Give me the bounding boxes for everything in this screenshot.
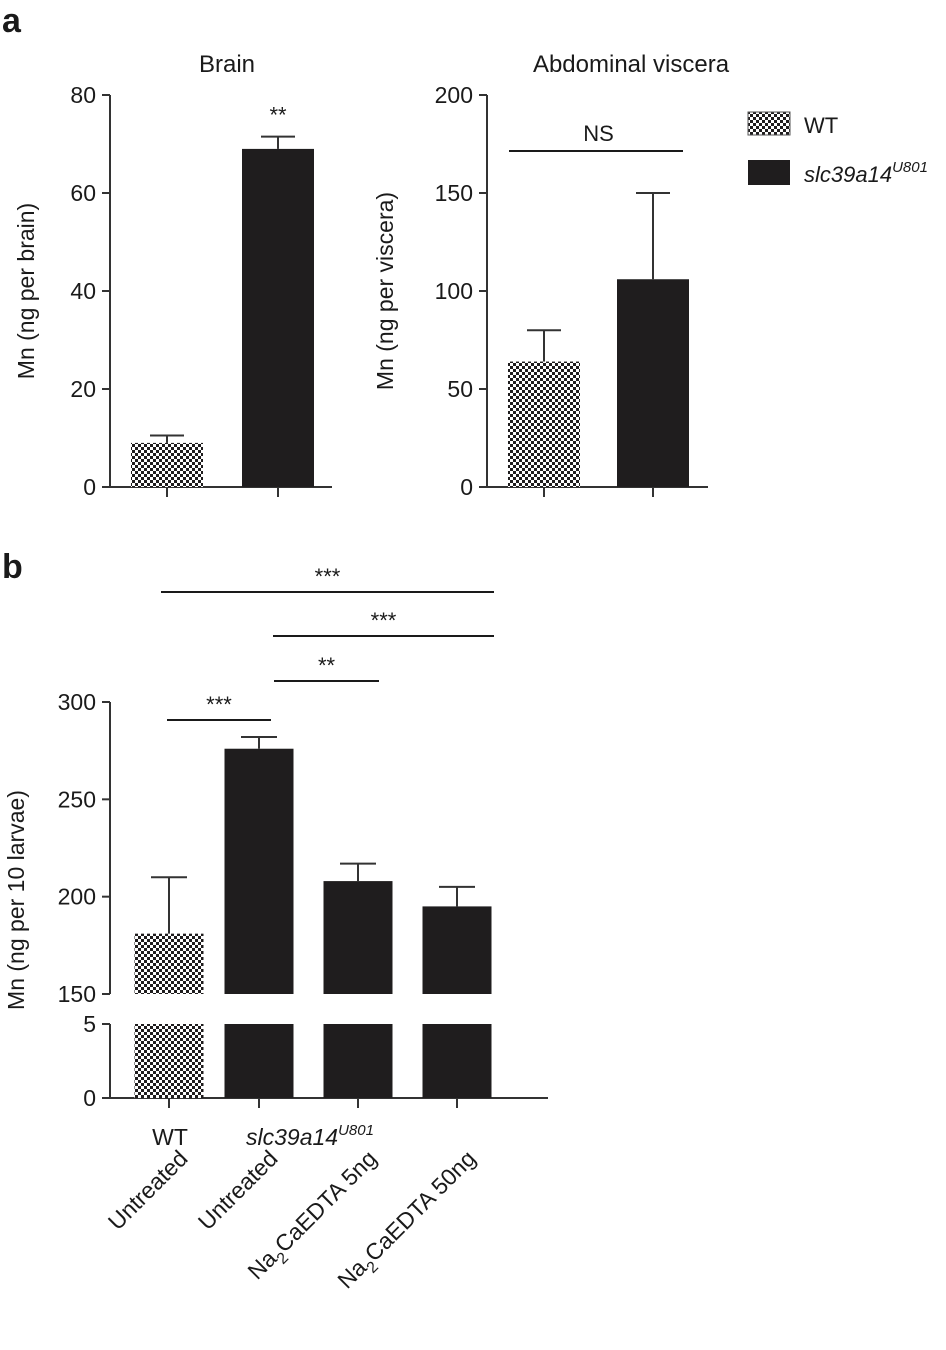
significance-label: *** <box>315 564 341 589</box>
group-label-mutant: slc39a14U801 <box>246 1122 374 1150</box>
category-label-main: Untreated <box>193 1145 283 1235</box>
legend-label-wt: WT <box>804 113 838 138</box>
y-tick-label: 200 <box>435 82 473 108</box>
viscera-y-axis-label: Mn (ng per viscera) <box>372 192 398 390</box>
bar-mutant <box>242 148 314 487</box>
category-label-main: CaEDTA 5ng <box>269 1145 381 1257</box>
y-tick-label: 50 <box>447 376 473 402</box>
legend: WT slc39a14U801 <box>747 111 928 187</box>
y-tick-label: 0 <box>83 1085 96 1111</box>
category-label-prefix: Na <box>332 1254 371 1293</box>
legend-swatch-wt <box>747 111 791 136</box>
viscera-title: Abdominal viscera <box>533 51 730 78</box>
bar-upper-segment <box>422 906 492 994</box>
group-label-mutant-sup: U801 <box>338 1122 374 1139</box>
significance-label: ** <box>318 653 336 678</box>
y-tick-label: 5 <box>83 1011 96 1037</box>
viscera-chart: Abdominal viscera Mn (ng per viscera) 0 5… <box>372 51 730 500</box>
significance-label: *** <box>371 608 397 633</box>
bar-lower-segment <box>134 1024 204 1098</box>
bar-upper-segment <box>134 933 204 994</box>
y-tick-label: 0 <box>460 474 473 500</box>
category-label-main: Untreated <box>103 1145 193 1235</box>
bar-upper-segment <box>323 881 393 994</box>
y-tick-label: 20 <box>70 376 96 402</box>
panel-label-a: a <box>2 2 22 40</box>
significance-label: ** <box>269 103 287 128</box>
category-label: Untreated <box>193 1145 283 1235</box>
bar-upper-segment <box>224 748 294 994</box>
legend-label-mutant: slc39a14U801 <box>804 159 928 187</box>
y-tick-label: 150 <box>435 180 473 206</box>
y-tick-label: 100 <box>435 278 473 304</box>
y-tick-label: 0 <box>83 474 96 500</box>
bar-wt <box>131 442 203 487</box>
brain-y-axis-label: Mn (ng per brain) <box>13 203 39 379</box>
bar-lower-segment <box>323 1024 393 1098</box>
y-tick-label: 80 <box>70 82 96 108</box>
bar-lower-segment <box>224 1024 294 1098</box>
category-label-prefix: Na <box>242 1245 281 1284</box>
brain-chart: Brain Mn (ng per brain) 0 20 40 60 80 ** <box>13 51 332 500</box>
group-label-mutant-main: slc39a14 <box>246 1124 338 1150</box>
y-tick-label: 40 <box>70 278 96 304</box>
panel-label-b: b <box>2 548 23 586</box>
bar-wt <box>508 361 580 487</box>
y-tick-label: 250 <box>58 786 96 812</box>
larvae-chart: Mn (ng per 10 larvae) WT slc39a14U801 15… <box>3 564 548 1293</box>
legend-label-mutant-main: slc39a14 <box>804 162 892 187</box>
group-label-wt: WT <box>152 1124 188 1150</box>
significance-label: *** <box>206 692 232 717</box>
larvae-y-axis-label: Mn (ng per 10 larvae) <box>3 790 29 1010</box>
y-tick-label: 200 <box>58 884 96 910</box>
significance-label: NS <box>583 121 614 146</box>
y-tick-label: 300 <box>58 689 96 715</box>
y-tick-label: 60 <box>70 180 96 206</box>
bar-lower-segment <box>422 1024 492 1098</box>
category-label: Untreated <box>103 1145 193 1235</box>
legend-swatch-mutant <box>748 160 790 185</box>
brain-title: Brain <box>199 51 255 78</box>
y-tick-label: 150 <box>58 981 96 1007</box>
legend-label-mutant-sup: U801 <box>892 159 928 176</box>
bar-mutant <box>617 279 689 487</box>
